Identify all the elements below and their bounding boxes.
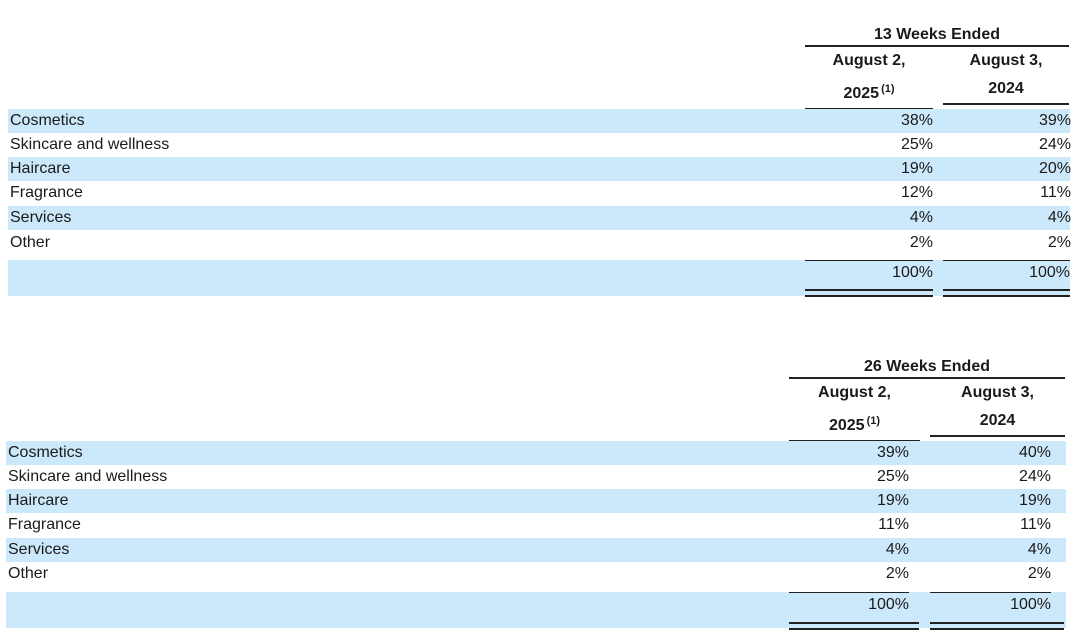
row-value: 19%: [900, 160, 933, 177]
row-value: 11%: [878, 516, 909, 533]
column-year: 2025: [828, 417, 865, 434]
period-header: 13 Weeks Ended: [805, 25, 1069, 47]
row-label: Other: [8, 565, 49, 582]
row-value: 12%: [900, 184, 933, 201]
sales-mix-table-13-weeks: 13 Weeks Ended August 2, 2025 (1) August …: [0, 0, 1080, 300]
row-value: 11%: [1040, 184, 1071, 201]
table-row: Skincare and wellness 25% 24%: [8, 133, 1071, 157]
row-value: 20%: [1038, 160, 1071, 177]
footnote-marker: (1): [866, 415, 881, 427]
row-label: Cosmetics: [8, 444, 83, 461]
row-label: Services: [8, 541, 70, 558]
row-value: 25%: [876, 468, 909, 485]
column-year: 2025: [843, 85, 880, 102]
column-date: August 2,: [832, 52, 906, 69]
row-label: Other: [10, 234, 51, 251]
row-value: 2%: [1047, 234, 1071, 251]
total-row: 100% 100%: [6, 592, 1066, 630]
row-label: Fragrance: [10, 184, 83, 201]
table-row: Services 4% 4%: [6, 538, 1066, 562]
column-date: August 3,: [969, 52, 1043, 69]
column-year: 2024: [988, 80, 1024, 97]
row-value: 4%: [1047, 209, 1071, 226]
row-value: 39%: [1038, 112, 1071, 129]
row-label: Fragrance: [8, 516, 81, 533]
row-value: 2%: [909, 234, 933, 251]
table-row: Cosmetics 38% 39%: [8, 109, 1071, 133]
row-value: 11%: [1020, 516, 1051, 533]
column-header-2024: August 3, 2024: [943, 47, 1069, 105]
row-value: 38%: [900, 112, 933, 129]
row-value: 4%: [909, 209, 933, 226]
row-value: 19%: [876, 492, 909, 509]
table-row: Haircare 19% 19%: [6, 489, 1066, 513]
double-underline: [943, 289, 1070, 297]
row-value: 2%: [1027, 565, 1051, 582]
row-label: Cosmetics: [10, 112, 85, 129]
column-header-2025: August 2, 2025 (1): [789, 379, 920, 442]
column-year: 2024: [979, 412, 1016, 429]
row-label: Skincare and wellness: [10, 136, 170, 153]
row-value: 19%: [1018, 492, 1051, 509]
double-underline: [789, 622, 919, 630]
row-value: 39%: [876, 444, 909, 461]
table-row: Cosmetics 39% 40%: [6, 441, 1066, 465]
row-value: 24%: [1038, 136, 1071, 153]
double-underline: [805, 289, 933, 297]
row-label: Services: [10, 209, 72, 226]
row-value: 4%: [885, 541, 909, 558]
table-row: Haircare 19% 20%: [8, 157, 1071, 181]
row-value: 40%: [1018, 444, 1051, 461]
double-underline: [930, 622, 1064, 630]
total-value: 100%: [789, 592, 909, 617]
total-value: 100%: [930, 592, 1051, 617]
row-label: Haircare: [10, 160, 71, 177]
row-label: Skincare and wellness: [8, 468, 168, 485]
total-value: 100%: [805, 260, 933, 285]
table-row: Skincare and wellness 25% 24%: [6, 465, 1066, 489]
row-value: 4%: [1027, 541, 1051, 558]
row-value: 2%: [885, 565, 909, 582]
total-row: 100% 100%: [8, 260, 1070, 297]
column-date: August 3,: [961, 384, 1034, 401]
footnote-marker: (1): [881, 83, 895, 95]
table-row: Services 4% 4%: [8, 206, 1071, 230]
row-value: 25%: [900, 136, 933, 153]
total-value: 100%: [943, 260, 1070, 285]
column-date: August 2,: [818, 384, 891, 401]
table-row: Fragrance 12% 11%: [8, 181, 1071, 205]
table-row: Fragrance 11% 11%: [6, 513, 1066, 537]
table-row: Other 2% 2%: [8, 231, 1071, 255]
period-header: 26 Weeks Ended: [789, 357, 1065, 379]
column-header-2024: August 3, 2024: [930, 379, 1065, 437]
table-row: Other 2% 2%: [6, 562, 1066, 586]
row-value: 24%: [1018, 468, 1051, 485]
row-label: Haircare: [8, 492, 69, 509]
